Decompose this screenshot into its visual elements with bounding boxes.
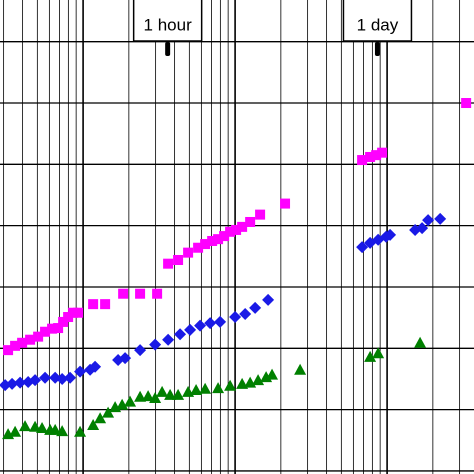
marker — [163, 258, 174, 269]
marker — [87, 418, 100, 430]
marker — [102, 406, 115, 418]
marker — [94, 412, 107, 424]
marker — [214, 315, 227, 328]
marker — [17, 337, 28, 348]
annotation-pin — [165, 42, 171, 56]
marker — [134, 390, 147, 402]
marker — [294, 363, 307, 375]
marker — [190, 383, 203, 395]
marker — [245, 216, 256, 227]
marker — [100, 299, 111, 310]
marker — [262, 293, 275, 306]
marker — [149, 338, 162, 351]
marker — [372, 347, 385, 359]
marker — [365, 151, 376, 162]
marker — [119, 352, 132, 365]
marker — [56, 372, 69, 385]
marker — [364, 350, 377, 362]
marker — [40, 326, 51, 337]
marker — [194, 319, 207, 332]
marker — [173, 254, 184, 265]
marker — [25, 334, 36, 345]
marker — [152, 288, 163, 299]
marker — [89, 360, 102, 373]
marker — [19, 420, 32, 432]
marker — [156, 385, 169, 397]
marker — [118, 288, 129, 299]
marker — [357, 155, 368, 166]
marker — [134, 344, 147, 357]
marker — [149, 391, 162, 403]
marker — [280, 198, 291, 209]
marker — [29, 420, 42, 432]
marker — [174, 328, 187, 341]
annotation-label: 1 hour — [144, 15, 193, 34]
marker — [74, 425, 87, 437]
annotation-box — [132, 0, 203, 42]
marker — [249, 301, 262, 314]
marker — [266, 368, 279, 380]
marker — [74, 365, 87, 378]
marker — [434, 212, 447, 225]
marker — [461, 98, 472, 109]
marker — [36, 422, 49, 434]
marker — [53, 323, 64, 334]
marker — [193, 242, 204, 253]
marker — [6, 377, 19, 390]
marker — [49, 423, 62, 435]
marker — [231, 224, 242, 235]
marker — [3, 345, 14, 356]
marker — [356, 241, 369, 254]
marker — [64, 371, 77, 384]
marker — [14, 376, 27, 389]
marker — [212, 382, 225, 394]
marker — [416, 222, 429, 235]
marker — [239, 307, 252, 320]
marker — [183, 247, 194, 258]
marker — [39, 371, 52, 384]
marker — [384, 228, 397, 241]
marker — [377, 147, 388, 158]
annotation-pin — [374, 42, 380, 56]
marker — [142, 390, 155, 402]
marker — [422, 214, 435, 227]
marker — [172, 388, 185, 400]
marker — [371, 150, 382, 161]
marker — [164, 388, 177, 400]
marker — [162, 333, 175, 346]
marker — [29, 374, 42, 387]
marker — [68, 307, 79, 318]
marker — [207, 235, 218, 246]
marker — [414, 336, 427, 348]
marker — [199, 382, 212, 394]
marker — [88, 299, 99, 310]
marker — [225, 226, 236, 237]
marker — [73, 307, 84, 318]
marker — [237, 221, 248, 232]
marker — [213, 234, 224, 245]
marker — [116, 398, 129, 410]
marker — [204, 317, 217, 330]
marker — [0, 379, 12, 392]
marker — [33, 331, 44, 342]
marker — [56, 425, 69, 437]
annotation-box — [342, 0, 413, 42]
marker — [219, 231, 230, 242]
marker — [255, 209, 266, 220]
annotation-label: 1 day — [357, 15, 399, 34]
marker — [47, 323, 58, 334]
marker — [184, 323, 197, 336]
marker — [229, 311, 242, 324]
marker — [10, 340, 21, 351]
marker — [252, 374, 265, 386]
marker — [224, 379, 237, 391]
marker — [124, 395, 137, 407]
marker — [200, 239, 211, 250]
marker — [135, 288, 146, 299]
marker — [9, 425, 22, 437]
